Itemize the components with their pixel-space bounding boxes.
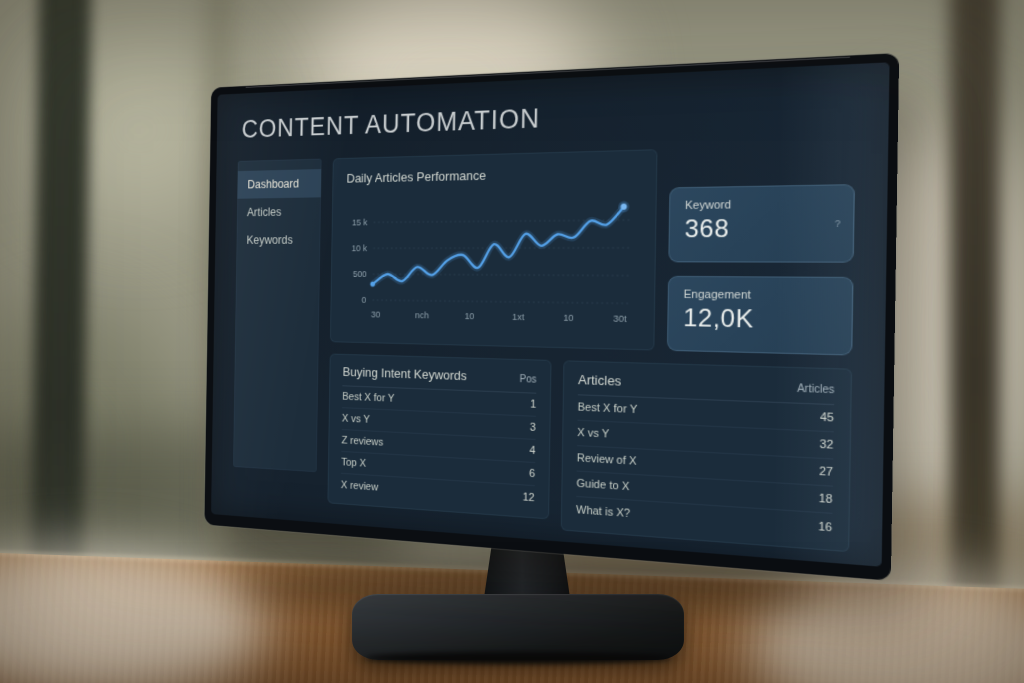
stat-column: Keyword 368 ? Engagement 12,0K [666,144,856,356]
row-label: Best X for Y [577,401,638,417]
row-value: 32 [819,438,834,452]
sidebar-item-label: Keywords [246,233,293,247]
table-column-header: Articles [797,383,835,397]
row-label: X vs Y [341,412,370,426]
table-title: Articles [577,371,622,389]
table-title: Buying Intent Keywords [342,364,467,384]
row-value: 18 [818,492,833,507]
dashboard-content: Dashboard Articles Keywords Daily Articl… [211,138,888,554]
row-value: 3 [529,421,536,434]
row-value: 1 [529,398,537,411]
row-label: X review [340,479,379,493]
stat-value: 368 [684,214,730,244]
svg-text:15 k: 15 k [352,217,368,227]
window-mullion-right [950,0,1000,683]
page-title: CONTENT AUTOMATION [241,103,541,144]
stat-label: Engagement [683,288,752,302]
svg-text:10: 10 [563,312,574,323]
row-label: Top X [341,456,367,470]
row-label: X vs Y [577,426,610,441]
sidebar-item-keywords[interactable]: Keywords [236,226,320,254]
sidebar-item-label: Articles [246,205,282,219]
row-value: 12 [522,490,535,504]
bottom-row: Buying Intent Keywords Pos Best X for Y … [327,353,853,553]
table-rows: Best X for Y 1 X vs Y 3 Z reviews 4 Top … [341,386,537,509]
row-value: 16 [818,520,833,535]
monitor-stand-base [352,594,684,660]
svg-text:30: 30 [371,309,381,319]
stat-card-keyword: Keyword 368 ? [668,184,855,263]
row-value: 27 [819,465,834,480]
stat-value: 12,0K [683,304,754,334]
row-label: Z reviews [341,434,384,449]
top-row: Daily Articles Performance 0 500 10 k 15 k 3… [329,144,856,356]
sidebar-item-articles[interactable]: Articles [237,197,321,226]
chart-panel: Daily Articles Performance 0 500 10 k 15 k 3… [329,149,658,351]
monitor-bezel: CONTENT AUTOMATION Dashboard Articles Ke… [204,53,900,581]
row-value: 4 [529,444,536,458]
performance-chart: 0 500 10 k 15 k 30 nch 10 1xt 10 30t [351,184,640,324]
sidebar-item-dashboard[interactable]: Dashboard [237,169,322,199]
articles-table-panel: Articles Articles Best X for Y 45 X vs Y… [560,360,853,553]
row-value: 45 [819,411,835,425]
stat-card-engagement: Engagement 12,0K [666,275,854,356]
stat-label: Keyword [684,198,732,213]
sidebar-item-label: Dashboard [247,177,300,192]
svg-text:1xt: 1xt [512,311,525,322]
svg-text:10: 10 [464,311,474,322]
chart-title: Daily Articles Performance [346,167,487,186]
svg-text:0: 0 [362,295,367,305]
row-value: 6 [528,467,536,481]
row-label: What is X? [575,503,631,520]
screen: CONTENT AUTOMATION Dashboard Articles Ke… [211,62,890,567]
main-area: Daily Articles Performance 0 500 10 k 15 k 3… [327,144,855,553]
table-rows: Best X for Y 45 X vs Y 32 Review of X 27 [575,395,835,541]
svg-text:nch: nch [415,310,429,321]
svg-text:10 k: 10 k [351,243,367,253]
row-label: Best X for Y [342,391,395,405]
help-icon[interactable]: ? [834,218,841,229]
row-label: Guide to X [576,477,630,494]
sidebar: Dashboard Articles Keywords [233,158,322,473]
keywords-table-panel: Buying Intent Keywords Pos Best X for Y … [327,353,552,520]
table-column-header: Pos [519,374,537,386]
svg-text:30t: 30t [613,313,627,324]
svg-text:500: 500 [353,269,367,279]
row-label: Review of X [576,452,637,468]
